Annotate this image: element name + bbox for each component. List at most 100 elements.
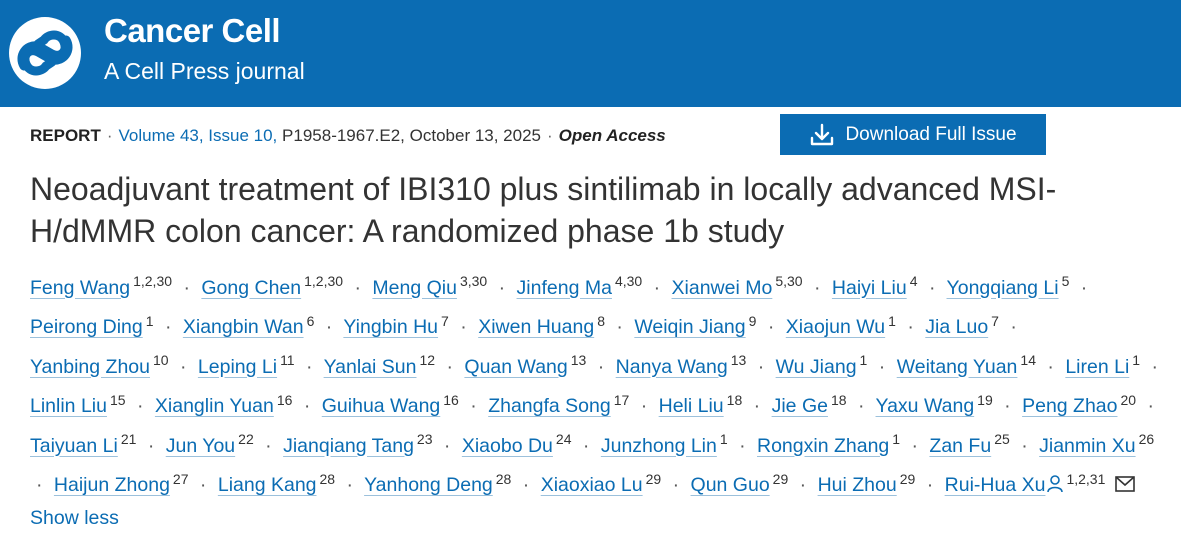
author-affiliation: 1	[888, 312, 896, 329]
author-name-link[interactable]: Yongqiang Li	[946, 276, 1059, 299]
author-affiliation: 1,2,30	[304, 273, 344, 289]
author-separator: ·	[446, 355, 453, 378]
author-name-link[interactable]: Hui Zhou	[817, 474, 897, 496]
author-name-link[interactable]: Liren Li	[1065, 355, 1130, 378]
author-name-link[interactable]: Haiyi Liu	[831, 276, 907, 299]
author-name-link[interactable]: Guihua Wang	[321, 395, 441, 417]
author-name-link[interactable]: Rui-Hua Xu	[944, 474, 1046, 496]
author-item: Xiaobo Du 24	[461, 431, 572, 457]
author-name-link[interactable]: Jianqiang Tang	[283, 434, 414, 457]
author-name-link[interactable]: Zan Fu	[929, 434, 992, 457]
author-name-link[interactable]: Jianmin Xu	[1039, 434, 1136, 457]
author-affiliation: 29	[899, 470, 916, 487]
author-name-link[interactable]: Feng Wang	[30, 276, 131, 299]
author-name-link[interactable]: Yaxu Wang	[875, 395, 975, 417]
author-affiliation: 29	[772, 470, 789, 487]
author-name-link[interactable]: Jun You	[165, 434, 236, 457]
person-icon	[1047, 475, 1064, 493]
download-label: Download Full Issue	[845, 123, 1017, 145]
author-item: Rongxin Zhang 1	[757, 431, 900, 457]
author-affiliation: 3,30	[459, 273, 488, 289]
author-separator: ·	[265, 434, 272, 457]
author-name-link[interactable]: Xiaoxiao Lu	[540, 474, 643, 496]
author-separator: ·	[1021, 434, 1028, 457]
author-separator: ·	[597, 355, 605, 378]
author-separator: ·	[36, 474, 43, 496]
journal-name[interactable]: Cancer Cell	[104, 12, 281, 49]
author-name-link[interactable]: Linlin Liu	[30, 395, 107, 417]
download-full-issue-button[interactable]: Download Full Issue	[780, 114, 1046, 155]
author-name-link[interactable]: Junzhong Lin	[600, 434, 717, 457]
author-item: Yanlai Sun 12	[323, 352, 435, 378]
author-name-link[interactable]: Leping Li	[197, 355, 278, 378]
show-less-button[interactable]: Show less	[30, 507, 119, 529]
author-name-link[interactable]: Yanbing Zhou	[30, 355, 150, 378]
author-name-link[interactable]: Jinfeng Ma	[516, 276, 612, 299]
author-name-link[interactable]: Xiaobo Du	[461, 434, 553, 457]
author-name-link[interactable]: Xiaojun Wu	[785, 316, 886, 338]
author-affiliation: 5	[1061, 273, 1070, 289]
author-name-link[interactable]: Liang Kang	[217, 474, 317, 496]
author-name-link[interactable]: Jie Ge	[771, 395, 828, 417]
author-item: Jinfeng Ma 4,30	[516, 273, 643, 299]
author-separator: ·	[640, 395, 648, 417]
author-name-link[interactable]: Weitang Yuan	[896, 355, 1018, 378]
author-item: Jun You 22	[165, 431, 254, 457]
author-affiliation: 1	[892, 431, 901, 447]
author-name-link[interactable]: Gong Chen	[201, 276, 302, 299]
author-name-link[interactable]: Rongxin Zhang	[757, 434, 890, 457]
author-name-link[interactable]: Peirong Ding	[30, 316, 143, 338]
author-separator: ·	[183, 276, 190, 299]
author-affiliation: 9	[748, 312, 757, 329]
author-affiliation: 12	[419, 352, 436, 368]
author-item: Jia Luo 7	[925, 313, 999, 339]
author-affiliation: 1,2,31	[1066, 470, 1106, 487]
mail-icon[interactable]	[1114, 476, 1135, 492]
author-name-link[interactable]: Xianglin Yuan	[154, 395, 274, 417]
author-name-link[interactable]: Yanhong Deng	[364, 474, 493, 496]
author-name-link[interactable]: Taiyuan Li	[30, 434, 118, 457]
author-name-link[interactable]: Nanya Wang	[615, 355, 728, 378]
author-affiliation: 26	[1138, 431, 1155, 447]
author-name-link[interactable]: Weiqin Jiang	[634, 316, 746, 338]
author-name-link[interactable]: Jia Luo	[925, 316, 989, 338]
author-item: Wu Jiang 1	[775, 352, 868, 378]
author-item: Zhangfa Song 17	[488, 392, 629, 418]
volume-issue-link[interactable]: Volume 43, Issue 10,	[118, 126, 278, 145]
author-name-link[interactable]: Haijun Zhong	[53, 474, 170, 496]
author-separator: ·	[306, 355, 313, 378]
author-separator: ·	[460, 316, 467, 338]
author-item: Yanbing Zhou 10	[30, 352, 169, 378]
author-separator: ·	[164, 316, 172, 338]
author-item: Feng Wang 1,2,30	[30, 273, 172, 299]
author-name-link[interactable]: Meng Qiu	[372, 276, 457, 299]
cell-press-logo-icon[interactable]	[8, 16, 82, 90]
author-name-link[interactable]: Yanlai Sun	[323, 355, 417, 378]
author-name-link[interactable]: Zhangfa Song	[488, 395, 611, 417]
author-separator: ·	[522, 474, 530, 496]
author-name-link[interactable]: Wu Jiang	[775, 355, 857, 378]
download-icon	[811, 123, 834, 145]
author-separator: ·	[354, 276, 361, 299]
author-name-link[interactable]: Quan Wang	[464, 355, 568, 378]
author-name-link[interactable]: Heli Liu	[658, 395, 724, 417]
author-separator: ·	[136, 395, 144, 417]
author-name-link[interactable]: Peng Zhao	[1022, 395, 1118, 417]
author-name-link[interactable]: Yingbin Hu	[343, 316, 439, 338]
author-item: Xianwei Mo 5,30	[671, 273, 803, 299]
author-name-link[interactable]: Xianwei Mo	[671, 276, 773, 299]
author-item: Xiaojun Wu 1	[785, 312, 896, 339]
author-affiliation: 6	[306, 312, 315, 329]
author-item: Quan Wang 13	[464, 352, 586, 378]
author-separator: ·	[739, 434, 746, 457]
author-item: Heli Liu 18	[658, 392, 743, 418]
author-name-link[interactable]: Xiwen Huang	[478, 316, 595, 338]
author-affiliation: 16	[443, 391, 459, 408]
author-separator: ·	[926, 474, 934, 496]
author-affiliation: 23	[416, 431, 433, 447]
author-separator: ·	[767, 316, 775, 338]
author-name-link[interactable]: Xiangbin Wan	[182, 316, 304, 338]
author-name-link[interactable]: Qun Guo	[690, 474, 770, 496]
author-affiliation: 10	[152, 352, 169, 368]
author-separator: ·	[1010, 316, 1017, 338]
